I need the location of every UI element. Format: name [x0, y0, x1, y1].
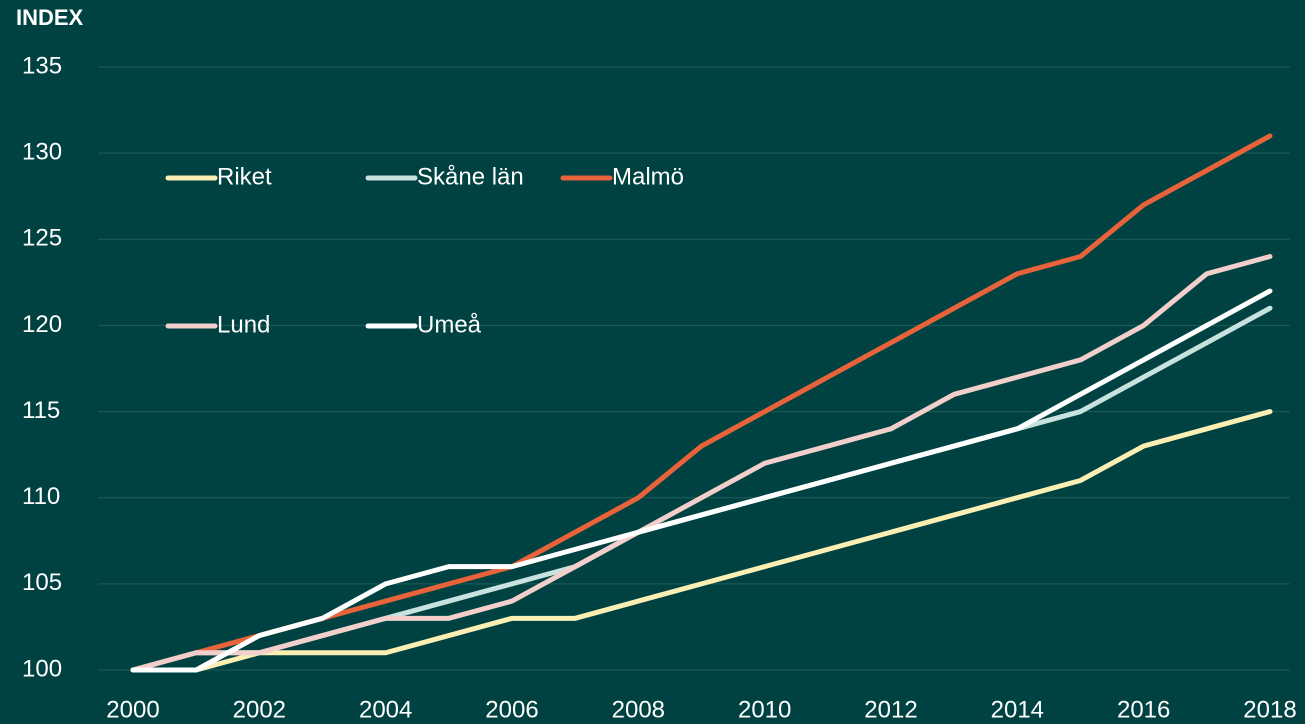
y-tick-label: 110 [22, 483, 60, 510]
x-tick-label: 2016 [1117, 696, 1170, 723]
x-tick-label: 2002 [233, 696, 286, 723]
x-tick-label: 2014 [991, 696, 1044, 723]
legend-label: Malmö [612, 163, 684, 190]
series-line [130, 254, 1273, 673]
x-tick-label: 2008 [612, 696, 665, 723]
legend-label: Lund [217, 311, 270, 338]
x-tick-label: 2006 [485, 696, 538, 723]
y-tick-label: 135 [22, 52, 62, 79]
y-tick-label: 125 [22, 225, 62, 252]
series-line [130, 288, 1273, 673]
y-tick-label: 100 [22, 655, 62, 682]
series-line [130, 409, 1273, 673]
legend-label: Riket [217, 163, 272, 190]
legend-label: Skåne län [417, 163, 524, 190]
x-tick-label: 2012 [864, 696, 917, 723]
x-tick-label: 2010 [738, 696, 791, 723]
x-tick-label: 2004 [359, 696, 412, 723]
y-tick-label: 105 [22, 569, 62, 596]
legend-label: Umeå [417, 311, 482, 338]
x-tick-label: 2018 [1243, 696, 1296, 723]
y-tick-label: 120 [22, 311, 62, 338]
y-tick-label: 130 [22, 138, 62, 165]
y-axis-title: INDEX [16, 5, 84, 30]
y-tick-label: 115 [22, 397, 60, 424]
x-tick-label: 2000 [106, 696, 159, 723]
